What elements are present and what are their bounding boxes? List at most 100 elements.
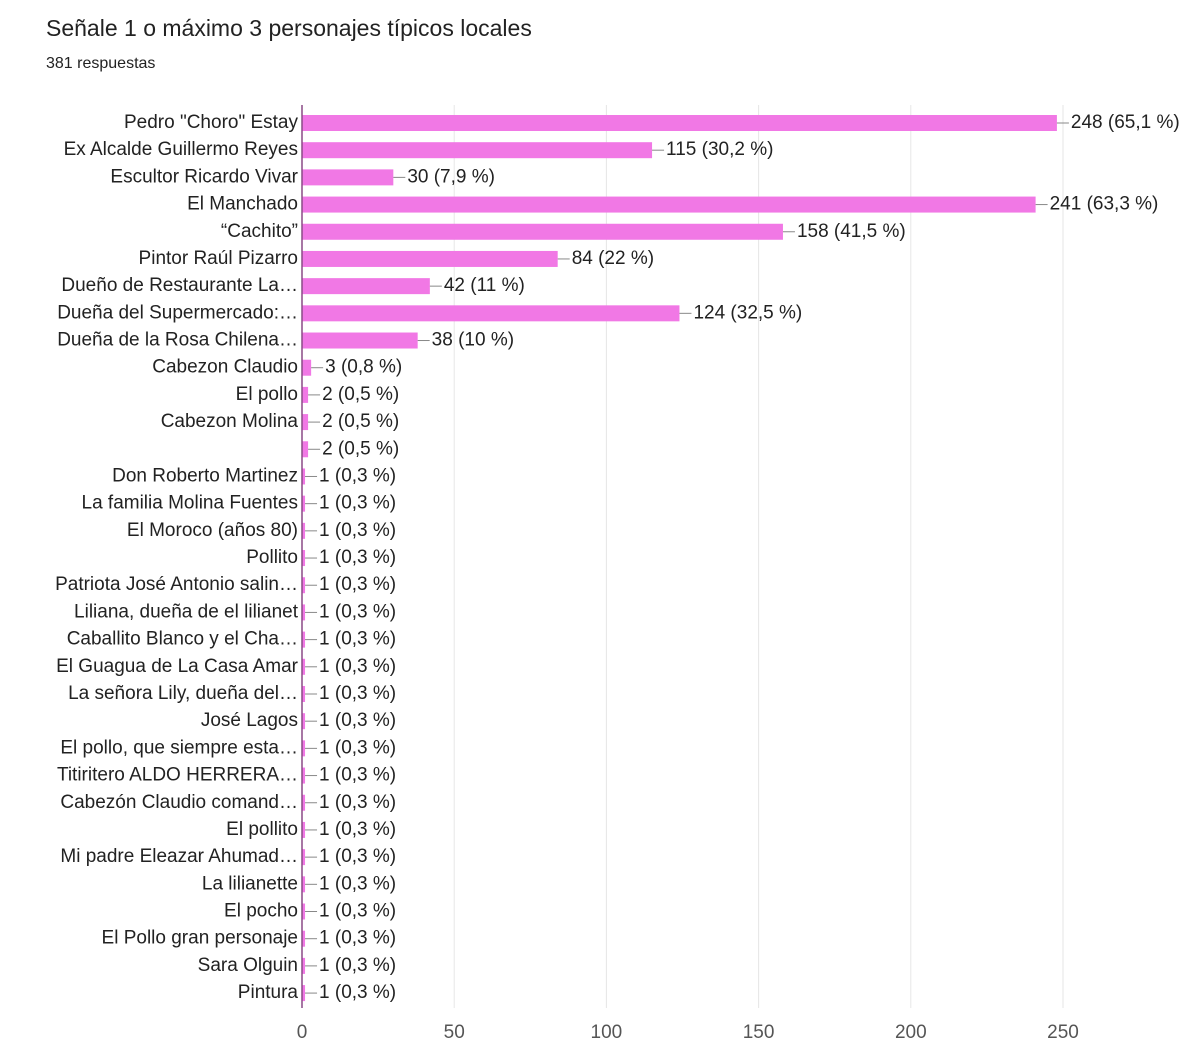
bar <box>302 713 306 730</box>
y-tick-label: El pocho <box>224 901 298 922</box>
y-tick-label: Liliana, dueña de el lilianet <box>74 601 299 622</box>
y-tick-label: Dueña de la Rosa Chilena… <box>57 330 298 351</box>
bar <box>302 495 306 512</box>
bar <box>302 740 306 757</box>
bar <box>302 522 306 539</box>
y-tick-label: Pedro "Choro" Estay <box>124 112 299 133</box>
value-label: 1 (0,3 %) <box>319 955 396 976</box>
y-tick-label: José Lagos <box>201 710 298 731</box>
y-tick-label: Dueña del Supermercado:… <box>57 302 298 323</box>
value-label: 42 (11 %) <box>444 275 525 296</box>
bar <box>302 278 430 295</box>
value-label: 2 (0,5 %) <box>322 384 399 405</box>
bar <box>302 332 418 349</box>
y-tick-label: Pollito <box>246 547 298 568</box>
y-tick-label: Cabezon Claudio <box>152 357 298 378</box>
y-tick-label: Caballito Blanco y el Cha… <box>67 629 298 650</box>
bar <box>302 957 306 974</box>
bar <box>302 468 306 485</box>
value-label: 1 (0,3 %) <box>319 656 396 677</box>
y-tick-label: La señora Lily, dueña del… <box>68 683 298 704</box>
bar <box>302 903 306 920</box>
y-tick-label: El Moroco (años 80) <box>127 520 298 541</box>
y-tick-label: El pollito <box>226 819 298 840</box>
bar <box>302 386 309 403</box>
bar <box>302 169 394 186</box>
y-tick-label: Sara Olguin <box>198 955 298 976</box>
bar <box>302 658 306 675</box>
y-tick-label: El pollo <box>236 384 298 405</box>
bar <box>302 849 306 866</box>
bar <box>302 767 306 784</box>
y-tick-label: “Cachito” <box>221 221 298 242</box>
y-tick-label: Pintura <box>238 982 299 1003</box>
y-tick-label: Mi padre Eleazar Ahumad… <box>60 846 298 867</box>
value-label: 1 (0,3 %) <box>319 465 396 486</box>
value-label: 115 (30,2 %) <box>666 139 773 160</box>
value-label: 1 (0,3 %) <box>319 683 396 704</box>
bar <box>302 550 306 567</box>
value-label: 2 (0,5 %) <box>322 438 399 459</box>
value-label: 3 (0,8 %) <box>325 357 402 378</box>
x-tick-label: 100 <box>591 1022 623 1043</box>
x-tick-label: 250 <box>1047 1022 1079 1043</box>
bar <box>302 250 558 267</box>
y-tick-label: Escultor Ricardo Vivar <box>110 166 298 187</box>
bar <box>302 685 306 702</box>
y-tick-label: El pollo, que siempre esta… <box>60 737 298 758</box>
y-tick-label: Cabezón Claudio comand… <box>60 792 298 813</box>
value-label: 1 (0,3 %) <box>319 982 396 1003</box>
value-label: 1 (0,3 %) <box>319 737 396 758</box>
chart-subtitle: 381 respuestas <box>46 55 155 72</box>
bar <box>302 794 306 811</box>
y-tick-label: Cabezon Molina <box>161 411 299 432</box>
y-tick-label: Patriota José Antonio salin… <box>55 574 298 595</box>
value-label: 1 (0,3 %) <box>319 819 396 840</box>
value-label: 241 (63,3 %) <box>1050 194 1159 215</box>
bar <box>302 604 306 621</box>
y-tick-label: El Guagua de La Casa Amar <box>56 656 299 677</box>
bar <box>302 441 309 458</box>
bar <box>302 196 1036 213</box>
chart-title: Señale 1 o máximo 3 personajes típicos l… <box>46 15 532 41</box>
bar <box>302 115 1057 131</box>
y-tick-label: El Pollo gran personaje <box>102 928 298 949</box>
value-label: 1 (0,3 %) <box>319 873 396 894</box>
value-label: 2 (0,5 %) <box>322 411 399 432</box>
value-label: 38 (10 %) <box>432 330 514 351</box>
bar <box>302 577 306 594</box>
bar <box>302 985 306 1002</box>
value-label: 1 (0,3 %) <box>319 601 396 622</box>
value-label: 1 (0,3 %) <box>319 928 396 949</box>
bar <box>302 223 783 240</box>
y-tick-label: Don Roberto Martinez <box>112 465 298 486</box>
value-label: 1 (0,3 %) <box>319 792 396 813</box>
bar <box>302 631 306 648</box>
value-label: 84 (22 %) <box>572 248 654 269</box>
value-label: 1 (0,3 %) <box>319 901 396 922</box>
bar <box>302 359 312 376</box>
y-tick-label: El Manchado <box>187 194 298 215</box>
y-tick-label: Ex Alcalde Guillermo Reyes <box>64 139 298 160</box>
value-label: 1 (0,3 %) <box>319 520 396 541</box>
value-label: 1 (0,3 %) <box>319 846 396 867</box>
value-label: 30 (7,9 %) <box>407 166 495 187</box>
x-tick-label: 150 <box>743 1022 775 1043</box>
y-tick-label: La lilianette <box>202 873 298 894</box>
x-tick-label: 50 <box>444 1022 465 1043</box>
x-tick-label: 0 <box>297 1022 308 1043</box>
bar <box>302 142 653 159</box>
value-label: 1 (0,3 %) <box>319 493 396 514</box>
y-tick-label: Dueño de Restaurante La… <box>61 275 298 296</box>
value-label: 124 (32,5 %) <box>693 302 802 323</box>
value-label: 248 (65,1 %) <box>1071 112 1180 133</box>
y-tick-label: Titiritero ALDO HERRERA… <box>57 765 298 786</box>
bar <box>302 414 309 431</box>
value-label: 1 (0,3 %) <box>319 629 396 650</box>
value-label: 1 (0,3 %) <box>319 765 396 786</box>
value-label: 1 (0,3 %) <box>319 547 396 568</box>
bar <box>302 930 306 947</box>
bar <box>302 305 680 322</box>
y-tick-label: Pintor Raúl Pizarro <box>139 248 298 269</box>
